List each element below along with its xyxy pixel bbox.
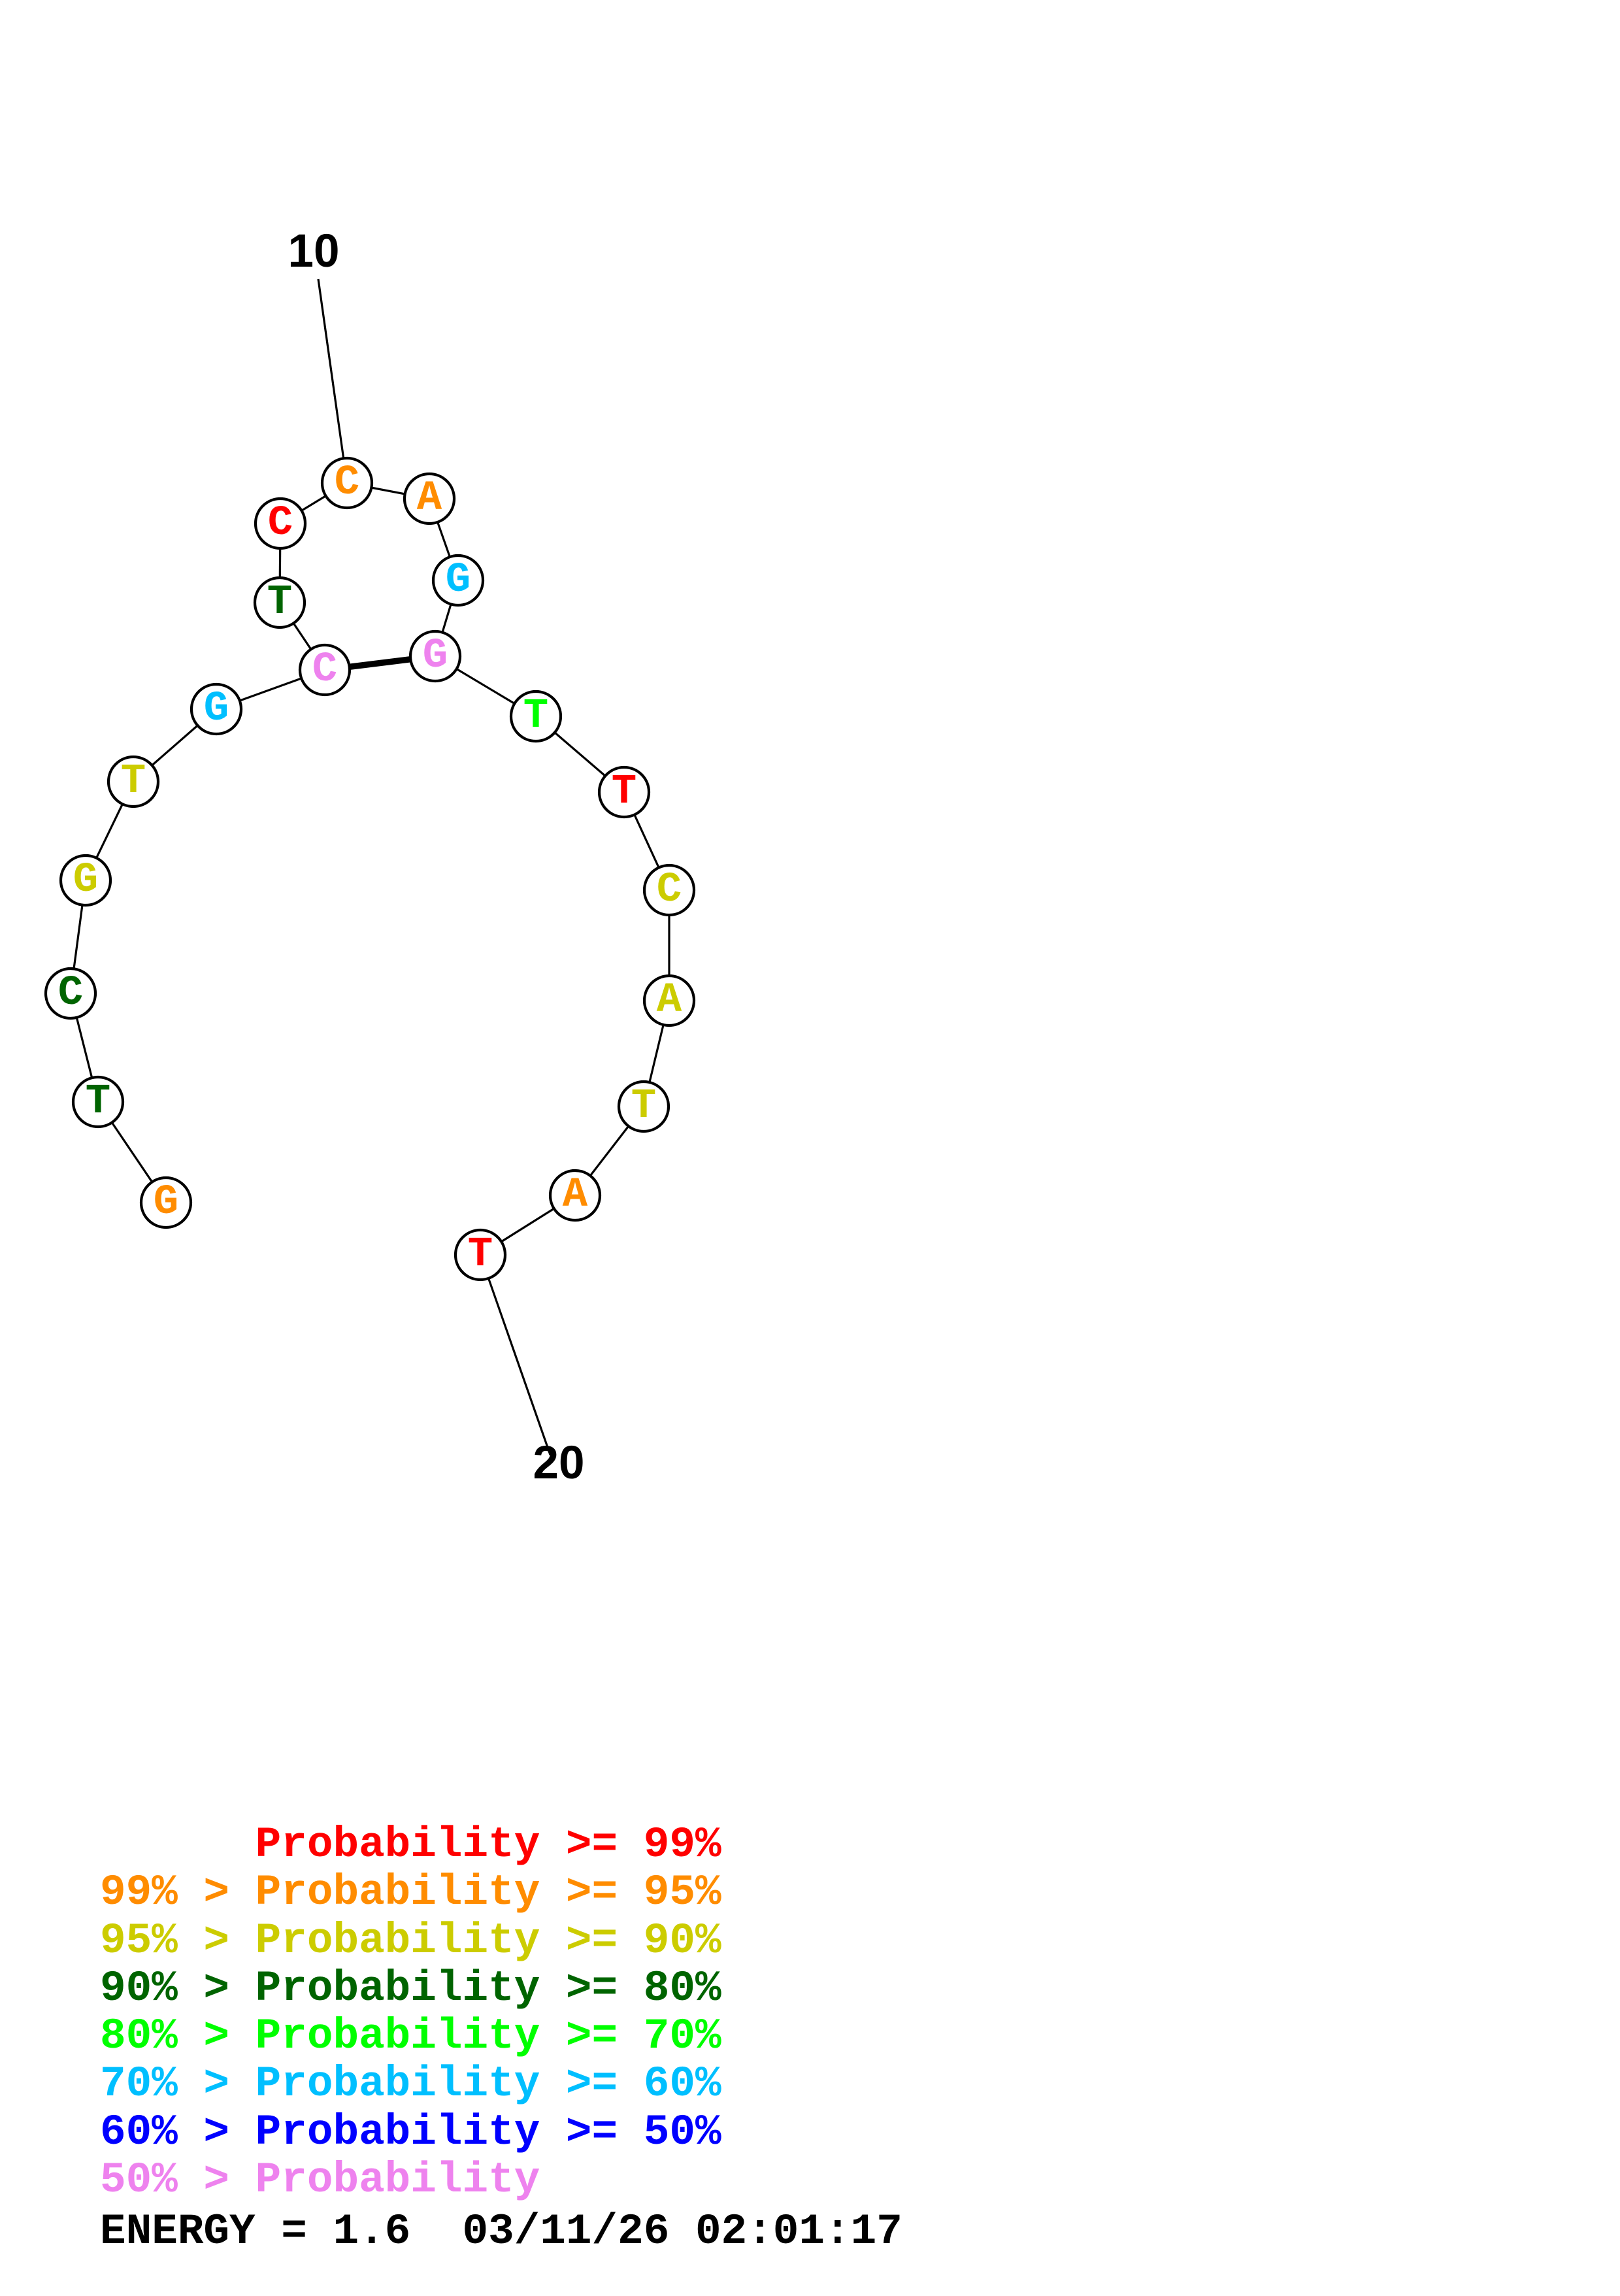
svg-text:A: A [657, 977, 682, 1024]
svg-text:20: 20 [533, 1437, 585, 1489]
svg-text:10: 10 [288, 225, 340, 277]
svg-text:C: C [657, 867, 682, 914]
svg-text:G: G [73, 857, 98, 904]
svg-text:G: G [446, 557, 471, 604]
svg-text:A: A [417, 475, 442, 522]
svg-text:T: T [121, 758, 146, 805]
svg-text:G: G [154, 1179, 178, 1226]
svg-text:C: C [335, 459, 359, 507]
svg-text:G: G [204, 686, 229, 733]
svg-text:G: G [423, 633, 448, 680]
svg-text:C: C [312, 646, 337, 693]
svg-text:C: C [58, 970, 83, 1017]
svg-text:C: C [268, 500, 293, 547]
svg-text:T: T [86, 1078, 110, 1125]
svg-text:T: T [468, 1231, 493, 1278]
svg-text:T: T [523, 693, 548, 740]
svg-text:T: T [631, 1083, 656, 1130]
svg-text:A: A [563, 1172, 588, 1219]
svg-text:T: T [267, 579, 292, 626]
svg-text:T: T [612, 769, 636, 816]
